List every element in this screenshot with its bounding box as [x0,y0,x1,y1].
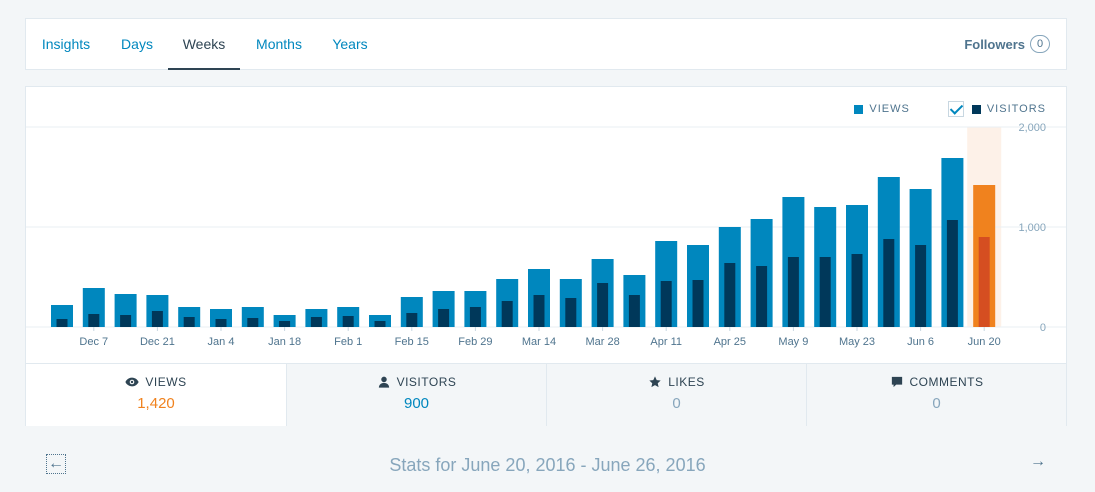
stat-comments-value: 0 [932,395,941,412]
chart-legend: VIEWS VISITORS [854,101,1046,117]
arrow-right-icon: → [1030,453,1046,470]
visitors-bar [915,245,927,327]
y-tick-label: 1,000 [1018,222,1046,234]
visitors-bar [883,239,895,327]
stat-views-label: VIEWS [145,375,187,389]
x-tick-label: Feb 1 [334,336,362,348]
x-tick-label: Apr 25 [714,336,746,348]
person-icon [378,376,389,388]
stat-tab-likes[interactable]: LIKES 0 [546,364,806,426]
legend-visitors: VISITORS [971,103,1046,115]
visitors-bar [279,321,291,327]
legend-views-label: VIEWS [869,103,910,115]
views-swatch [854,104,864,114]
visitors-toggle-checkbox[interactable] [947,101,964,117]
legend-views: VIEWS [854,103,909,115]
next-period-button[interactable]: → [1028,452,1048,472]
x-tick-label: Apr 11 [650,336,682,348]
stats-period-tabs: Insights Days Weeks Months Years Followe… [25,18,1067,70]
arrow-left-icon: ← [48,455,64,472]
visitors-bar [501,301,513,327]
followers-count-badge: 0 [1030,35,1050,53]
tab-insights[interactable]: Insights [41,36,91,52]
visitors-bar [819,257,831,327]
visitors-bar [310,317,322,327]
visitors-bar [247,318,259,327]
x-tick-label: May 9 [778,336,808,348]
stat-views-value: 1,420 [137,395,175,412]
visitors-bar [628,295,640,327]
followers-label: Followers [964,36,1025,52]
tab-months[interactable]: Months [256,36,302,52]
visitors-bar [215,319,227,327]
x-tick-label: Jan 18 [268,336,301,348]
visitors-bar [692,280,704,327]
stat-likes-value: 0 [672,395,681,412]
visitors-bar [565,298,577,327]
visitors-bar [597,283,609,327]
x-tick-label: Mar 28 [585,336,619,348]
x-tick-label: Feb 15 [395,336,429,348]
x-tick-label: Feb 29 [458,336,492,348]
visitors-bar [183,317,195,327]
stat-tab-visitors[interactable]: VISITORS 900 [286,364,546,426]
visitors-bar [756,266,768,327]
visitors-bar [469,307,481,327]
y-tick-label: 0 [1040,322,1046,334]
legend-visitors-label: VISITORS [986,103,1046,115]
visitors-bar [978,237,990,327]
weekly-views-bar-chart: 2,000 1,000 0 Dec 7 Dec 21 Jan 4 Jan 18 Feb 1 Fe… [26,122,1066,348]
visitors-bar [660,281,672,327]
stat-visitors-value: 900 [403,395,430,412]
x-tick-label: Jun 6 [907,336,934,348]
previous-period-button[interactable]: ← [46,454,66,474]
visitors-bar [438,309,450,327]
x-tick-label: Mar 14 [522,336,556,348]
visitors-bar [151,311,163,327]
period-label: Stats for June 20, 2016 - June 26, 2016 [389,455,706,475]
x-tick-label: Jan 4 [208,336,235,348]
eye-icon [125,377,139,387]
star-icon [649,376,661,388]
stats-chart-card: VIEWS VISITORS 2,000 1,000 0 Dec 7 Dec 21 Jan… [25,86,1067,426]
visitors-bar [406,313,418,327]
stat-summary-tabs: VIEWS 1,420 VISITORS 900 LIKES 0 [26,363,1066,426]
comment-icon [891,376,902,388]
visitors-bar [851,254,863,327]
visitors-bar [342,316,354,327]
x-tick-label: Jun 20 [968,336,1001,348]
tab-days[interactable]: Days [121,36,153,52]
visitors-bar [533,295,545,327]
y-tick-label: 2,000 [1018,122,1046,134]
stat-comments-label: COMMENTS [909,375,984,389]
visitors-bar [88,314,100,327]
tab-years[interactable]: Years [332,36,368,52]
stat-tab-views[interactable]: VIEWS 1,420 [26,364,286,426]
visitors-bar [946,220,958,327]
visitors-bar [56,319,68,327]
stat-likes-label: LIKES [668,375,705,389]
x-tick-label: Dec 7 [79,336,108,348]
visitors-bar [374,321,386,327]
x-tick-label: Dec 21 [140,336,175,348]
followers-link[interactable]: Followers 0 [964,19,1050,69]
stat-visitors-label: VISITORS [396,375,457,389]
visitors-bar [724,263,736,327]
visitors-bar [120,315,132,327]
x-tick-label: May 23 [839,336,875,348]
tab-weeks[interactable]: Weeks [168,19,240,70]
stat-tab-comments[interactable]: COMMENTS 0 [806,364,1066,426]
visitors-swatch [971,104,981,114]
visitors-bar [787,257,799,327]
